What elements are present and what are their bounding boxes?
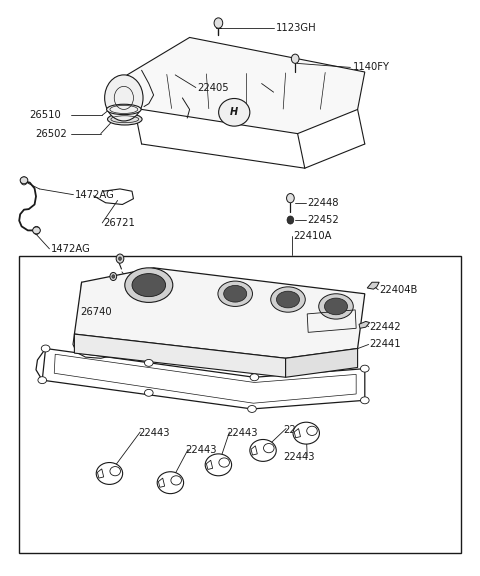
Ellipse shape [293,422,320,444]
Circle shape [287,216,294,224]
Polygon shape [367,282,379,289]
Ellipse shape [307,426,317,435]
Polygon shape [158,478,165,487]
Ellipse shape [144,389,153,396]
Text: 26502: 26502 [35,128,67,139]
Polygon shape [97,469,104,478]
Text: 1472AG: 1472AG [50,244,90,254]
Text: 22443: 22443 [185,445,216,456]
Text: 26721: 26721 [103,218,135,228]
Circle shape [33,226,40,234]
Circle shape [214,18,223,28]
Ellipse shape [218,281,252,306]
Ellipse shape [224,286,247,302]
Text: 22441: 22441 [370,339,401,350]
Text: 26510: 26510 [29,110,60,120]
Ellipse shape [38,377,47,384]
Circle shape [112,275,115,278]
Ellipse shape [108,113,142,125]
Text: 22405: 22405 [197,82,228,93]
Polygon shape [74,268,365,358]
Ellipse shape [107,104,141,115]
Circle shape [119,257,121,260]
Text: 22404B: 22404B [379,285,418,295]
Ellipse shape [360,397,369,404]
Ellipse shape [250,439,276,461]
Ellipse shape [171,476,181,485]
Ellipse shape [219,458,229,467]
Text: 1123GH: 1123GH [276,23,317,33]
Text: 26740: 26740 [81,306,112,317]
Circle shape [105,75,143,121]
Text: 22442: 22442 [370,321,401,332]
Text: 22443: 22443 [227,428,258,438]
Ellipse shape [248,406,256,412]
Circle shape [21,177,27,185]
Ellipse shape [132,274,166,297]
Ellipse shape [219,98,250,126]
Polygon shape [359,321,370,328]
Text: 22443: 22443 [138,428,170,438]
Ellipse shape [360,365,369,372]
Circle shape [110,272,117,281]
Ellipse shape [205,454,231,476]
Circle shape [116,254,124,263]
Text: 22448: 22448 [307,198,339,209]
Ellipse shape [250,374,259,381]
Text: 22443: 22443 [283,452,315,462]
Ellipse shape [144,359,153,366]
Text: 26742: 26742 [137,284,168,294]
Polygon shape [294,429,300,438]
Ellipse shape [96,463,123,484]
Ellipse shape [157,472,183,494]
Ellipse shape [276,291,300,308]
Ellipse shape [319,294,353,319]
Ellipse shape [33,227,40,234]
Text: 22443: 22443 [283,425,315,435]
Ellipse shape [20,177,28,184]
Ellipse shape [110,467,120,476]
Ellipse shape [324,298,348,314]
Polygon shape [251,446,257,455]
Text: 22410A: 22410A [293,231,331,241]
Polygon shape [286,348,358,377]
Text: 1140FY: 1140FY [353,62,390,73]
Text: H: H [230,107,238,118]
Text: 22452: 22452 [307,215,339,225]
Ellipse shape [41,345,50,352]
Ellipse shape [264,444,274,453]
Polygon shape [127,37,365,134]
Ellipse shape [271,287,305,312]
Polygon shape [74,334,286,377]
Polygon shape [206,460,213,469]
Text: 1472AG: 1472AG [74,190,114,200]
Circle shape [287,194,294,203]
Ellipse shape [125,268,173,302]
Circle shape [291,54,299,63]
